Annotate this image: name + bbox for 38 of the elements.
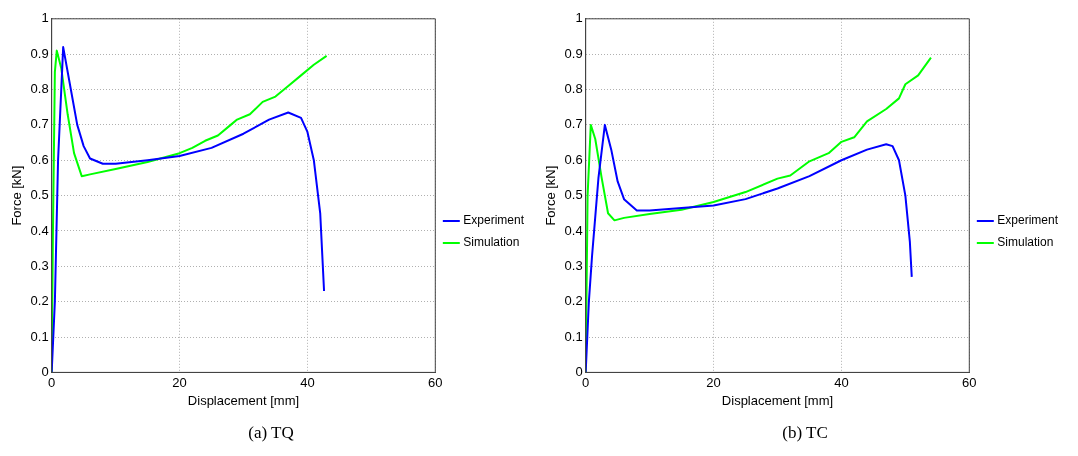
- x-tick-label: 20: [706, 374, 721, 390]
- y-tick-label: 0.3: [564, 257, 583, 273]
- y-tick-label: 0: [575, 363, 583, 379]
- y-tick-label: 0.3: [30, 257, 49, 273]
- y-tick-label: 0.1: [30, 328, 49, 344]
- y-tick-label: 0.2: [30, 293, 49, 309]
- y-tick-label: 0.2: [564, 293, 583, 309]
- y-tick-label: 0.9: [30, 45, 49, 61]
- y-tick-label: 0.7: [564, 116, 583, 132]
- y-tick-label: 0.7: [30, 116, 49, 132]
- y-tick-label: 1: [41, 10, 49, 26]
- legend-label: Simulation: [997, 235, 1054, 250]
- legend-label: Experiment: [463, 213, 525, 228]
- y-tick-label: 0.5: [30, 187, 49, 203]
- y-tick-label: 0.8: [30, 81, 49, 97]
- y-tick-label: 0.1: [564, 328, 583, 344]
- y-tick-label: 0.9: [564, 45, 583, 61]
- y-tick-label: 0.4: [564, 222, 583, 238]
- x-tick-label: 20: [172, 374, 187, 390]
- y-tick-label: 0.6: [30, 151, 49, 167]
- text: (b) TC: [782, 423, 828, 443]
- y-tick-label: 0: [41, 363, 49, 379]
- legend-label: Simulation: [463, 235, 520, 250]
- x-axis-title: Displacement [mm]: [721, 393, 834, 409]
- y-tick-label: 0.6: [564, 151, 583, 167]
- legend-label: Experiment: [997, 213, 1059, 228]
- y-tick-label: 0.5: [564, 187, 583, 203]
- y-axis-title: Force [kN]: [9, 165, 25, 226]
- x-tick-label: 40: [834, 374, 849, 390]
- x-axis-title: Displacement [mm]: [187, 393, 300, 409]
- y-axis-title: Force [kN]: [543, 165, 559, 226]
- y-tick-label: 0.4: [30, 222, 49, 238]
- text: (a) TQ: [248, 423, 294, 443]
- y-tick-label: 1: [575, 10, 583, 26]
- x-tick-label: 40: [300, 374, 315, 390]
- x-tick-label: 60: [428, 374, 443, 390]
- y-tick-label: 0.8: [564, 81, 583, 97]
- x-tick-label: 60: [962, 374, 977, 390]
